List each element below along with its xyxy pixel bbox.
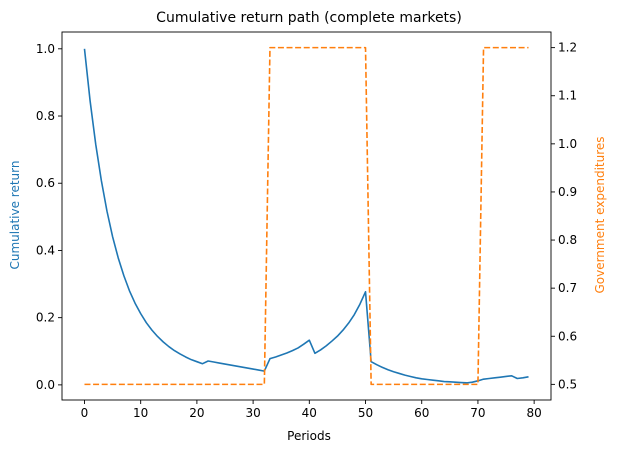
government-expenditures-line [84, 46, 529, 386]
left-y-axis-label: Cumulative return [8, 161, 22, 270]
x-axis-label: Periods [287, 429, 331, 443]
x-tick-label: 40 [302, 406, 317, 420]
x-tick-label: 0 [81, 406, 89, 420]
x-tick-label: 80 [526, 406, 541, 420]
right-y-axis-label: Government expenditures [593, 136, 607, 293]
right-y-tick-label: 1.1 [558, 89, 577, 103]
left-y-tick-label: 0.2 [36, 311, 55, 325]
right-y-tick-label: 0.8 [558, 233, 577, 247]
x-tick-label: 10 [133, 406, 148, 420]
chart-title: Cumulative return path (complete markets… [156, 10, 462, 26]
right-y-tick-label: 0.6 [558, 329, 577, 343]
x-tick-label: 60 [414, 406, 429, 420]
plot-frame [61, 31, 552, 401]
left-y-tick-label: 0.6 [36, 176, 55, 190]
left-y-tick-label: 1.0 [36, 42, 55, 56]
x-tick-label: 50 [358, 406, 373, 420]
x-tick-label: 20 [189, 406, 204, 420]
cumulative-return-line [83, 48, 529, 384]
left-y-tick-label: 0.0 [36, 378, 55, 392]
right-y-tick-label: 0.5 [558, 377, 577, 391]
x-tick-label: 70 [470, 406, 485, 420]
right-y-tick-label: 1.2 [558, 41, 577, 55]
x-tick-label: 30 [245, 406, 260, 420]
right-y-tick-label: 0.9 [558, 185, 577, 199]
right-y-tick-label: 1.0 [558, 137, 577, 151]
left-y-tick-label: 0.4 [36, 243, 55, 257]
right-y-tick-label: 0.7 [558, 281, 577, 295]
left-y-tick-label: 0.8 [36, 109, 55, 123]
